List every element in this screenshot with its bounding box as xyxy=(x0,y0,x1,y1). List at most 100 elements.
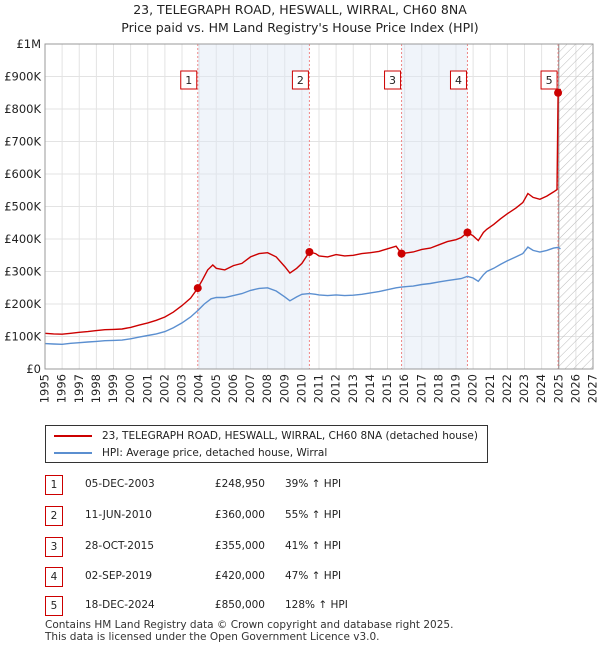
x-tick-label: 2012 xyxy=(329,374,343,403)
transaction-hpi-change: 128% ↑ HPI xyxy=(285,599,348,611)
transaction-price: £355,000 xyxy=(214,540,265,552)
transaction-price: £360,000 xyxy=(214,509,265,521)
x-tick-label: 2019 xyxy=(449,374,463,403)
transaction-marker xyxy=(397,249,406,258)
transaction-hpi-change: 55% ↑ HPI xyxy=(285,509,342,521)
x-tick-label: 1999 xyxy=(106,374,120,403)
x-tick-label: 2010 xyxy=(294,374,308,403)
transaction-date: 11-JUN-2010 xyxy=(85,509,152,521)
x-tick-label: 1996 xyxy=(55,374,69,403)
transaction-number: 2 xyxy=(45,506,63,526)
y-tick-label: £900K xyxy=(4,70,41,84)
legend-label-hpi: HPI: Average price, detached house, Wirr… xyxy=(102,447,328,459)
legend: 23, TELEGRAPH ROAD, HESWALL, WIRRAL, CH6… xyxy=(45,425,488,463)
x-tick-label: 2009 xyxy=(277,374,291,403)
y-tick-label: £800K xyxy=(4,102,41,116)
price-chart: 1 2 3 4 5 £0 £100K £200K £300K £400K £500K £600K £7… xyxy=(4,37,600,403)
series-line-hpi xyxy=(44,246,561,346)
x-tick-label: 2008 xyxy=(260,374,274,403)
y-tick-label: £500K xyxy=(4,200,41,214)
transaction-marker xyxy=(193,284,202,293)
legend-label-price: 23, TELEGRAPH ROAD, HESWALL, WIRRAL, CH6… xyxy=(102,430,478,442)
x-tick-label: 2018 xyxy=(431,374,445,403)
transaction-date: 28-OCT-2015 xyxy=(85,540,154,552)
legend-item-hpi: HPI: Average price, detached house, Wirr… xyxy=(54,445,327,461)
x-tick-label: 1998 xyxy=(89,374,103,403)
y-tick-label: £600K xyxy=(4,167,41,181)
x-tick-label: 2015 xyxy=(380,374,394,403)
x-tick-label: 2023 xyxy=(517,374,531,403)
transaction-marker xyxy=(463,228,472,237)
y-tick-label: £300K xyxy=(4,265,41,279)
transaction-box-label: 1 xyxy=(185,74,192,87)
ownership-span xyxy=(401,44,468,369)
y-tick-label: £100K xyxy=(4,330,41,344)
chart-title: 23, TELEGRAPH ROAD, HESWALL, WIRRAL, CH6… xyxy=(133,2,467,17)
transaction-number: 3 xyxy=(45,537,63,557)
transaction-row: 4 02-SEP-2019 £420,000 47% ↑ HPI xyxy=(45,566,545,588)
plot-frame xyxy=(44,43,594,370)
transaction-box-label: 3 xyxy=(389,74,396,87)
transaction-box xyxy=(384,70,402,90)
x-tick-label: 2024 xyxy=(534,374,548,403)
transaction-price: £420,000 xyxy=(214,570,265,582)
transaction-row: 2 11-JUN-2010 £360,000 55% ↑ HPI xyxy=(45,505,545,527)
transaction-number: 1 xyxy=(45,475,63,495)
x-tick-label: 2000 xyxy=(123,374,137,403)
x-tick-label: 2002 xyxy=(157,374,171,403)
y-tick-label: £400K xyxy=(4,232,41,246)
transaction-box xyxy=(291,70,309,90)
transaction-price: £850,000 xyxy=(214,599,265,611)
y-tick-label: £0 xyxy=(26,362,41,376)
transaction-box xyxy=(540,70,558,90)
transaction-box-label: 2 xyxy=(297,74,304,87)
x-tick-label: 2026 xyxy=(568,374,582,403)
transaction-number: 5 xyxy=(45,596,63,616)
transaction-number: 4 xyxy=(45,567,63,587)
x-tick-label: 2007 xyxy=(243,374,257,403)
transaction-marker xyxy=(305,248,314,256)
x-tick-label: 2020 xyxy=(466,374,480,403)
x-tick-label: 2027 xyxy=(586,374,600,403)
transaction-date: 02-SEP-2019 xyxy=(85,570,153,582)
chart-subtitle: Price paid vs. HM Land Registry's House … xyxy=(121,20,479,35)
x-tick-label: 2017 xyxy=(414,374,428,403)
transaction-date: 05-DEC-2003 xyxy=(85,478,155,490)
transaction-row: 3 28-OCT-2015 £355,000 41% ↑ HPI xyxy=(45,536,545,558)
transaction-box xyxy=(449,70,467,90)
transaction-price: £248,950 xyxy=(214,478,265,490)
y-tick-label: £1M xyxy=(16,37,41,51)
transaction-marker xyxy=(554,88,563,97)
x-tick-label: 2004 xyxy=(192,374,206,403)
x-tick-label: 2016 xyxy=(397,374,411,403)
legend-swatch-hpi xyxy=(54,452,92,454)
y-tick-label: £200K xyxy=(4,297,41,311)
y-tick-label: £700K xyxy=(4,135,41,149)
x-tick-label: 2013 xyxy=(346,374,360,403)
x-tick-label: 2022 xyxy=(500,374,514,403)
future-hatch xyxy=(558,44,593,369)
transaction-row: 5 18-DEC-2024 £850,000 128% ↑ HPI xyxy=(45,595,545,617)
x-tick-label: 2014 xyxy=(363,374,377,403)
footer-copyright: Contains HM Land Registry data © Crown c… xyxy=(45,619,454,631)
transaction-hpi-change: 47% ↑ HPI xyxy=(285,570,342,582)
transaction-box-label: 5 xyxy=(546,74,553,87)
transaction-hpi-change: 39% ↑ HPI xyxy=(285,478,342,490)
x-tick-label: 2025 xyxy=(551,374,565,403)
x-tick-label: 2005 xyxy=(209,374,223,403)
transaction-date: 18-DEC-2024 xyxy=(85,599,155,611)
legend-swatch-price xyxy=(54,435,92,437)
x-tick-label: 1997 xyxy=(72,374,86,403)
series-line-price xyxy=(44,88,562,335)
footer-licence: This data is licensed under the Open Gov… xyxy=(45,631,380,643)
transaction-hpi-change: 41% ↑ HPI xyxy=(285,540,342,552)
transaction-box-label: 4 xyxy=(455,74,462,87)
legend-item-price: 23, TELEGRAPH ROAD, HESWALL, WIRRAL, CH6… xyxy=(54,428,478,444)
x-tick-label: 2003 xyxy=(175,374,189,403)
transaction-row: 1 05-DEC-2003 £248,950 39% ↑ HPI xyxy=(45,474,545,496)
x-tick-label: 2006 xyxy=(226,374,240,403)
ownership-span xyxy=(197,44,310,369)
x-tick-label: 2011 xyxy=(312,374,326,403)
x-tick-label: 2001 xyxy=(140,374,154,403)
x-tick-label: 1995 xyxy=(38,374,52,403)
